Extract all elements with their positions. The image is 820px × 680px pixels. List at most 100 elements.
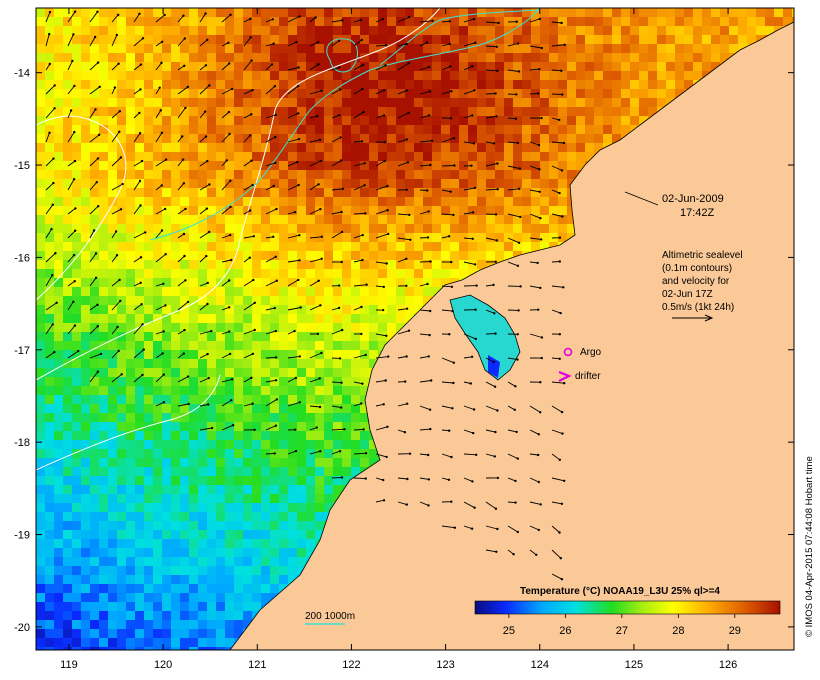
velocity-arrow-head (141, 373, 144, 377)
velocity-arrow-head (405, 257, 408, 260)
velocity-arrow-head (558, 357, 561, 360)
velocity-arrow-head (514, 479, 517, 483)
velocity-arrow-head (184, 279, 187, 282)
velocity-arrow-head (538, 168, 541, 171)
velocity-arrow (243, 135, 251, 143)
velocity-arrow (375, 64, 386, 71)
plot-frame (35, 7, 795, 651)
velocity-arrow-head (318, 138, 322, 141)
velocity-arrow-head (93, 35, 97, 39)
velocity-arrow (529, 285, 541, 289)
velocity-arrow-head (494, 430, 497, 434)
velocity-arrow-head (449, 190, 452, 193)
velocity-arrow-head (382, 499, 386, 502)
velocity-arrow (133, 13, 140, 23)
velocity-arrow-head (447, 478, 451, 481)
velocity-arrow (375, 499, 385, 503)
velocity-arrow (551, 141, 564, 144)
velocity-arrow (397, 429, 406, 433)
velocity-arrow-head (516, 358, 519, 361)
velocity-arrow (507, 141, 518, 144)
velocity-arrow (309, 304, 321, 311)
velocity-arrow (45, 228, 52, 239)
velocity-arrow-head (298, 401, 301, 404)
velocity-arrow-head (250, 113, 253, 116)
velocity-arrow (463, 237, 473, 240)
velocity-arrow (309, 160, 321, 167)
velocity-arrow (287, 234, 300, 239)
velocity-arrow (265, 356, 277, 359)
velocity-arrow-head (360, 140, 364, 143)
velocity-arrow-head (228, 132, 231, 136)
velocity-arrow-head (562, 141, 566, 145)
lon-tick-label: 121 (248, 659, 266, 671)
velocity-arrow-head (387, 355, 390, 358)
velocity-arrow-head (540, 238, 543, 241)
velocity-arrow-head (471, 480, 474, 483)
velocity-arrow (551, 117, 560, 121)
velocity-arrow-head (115, 33, 119, 37)
velocity-arrow-head (208, 84, 211, 87)
velocity-arrow (419, 164, 431, 167)
velocity-arrow (375, 426, 388, 431)
velocity-arrow (397, 43, 407, 47)
velocity-arrow (133, 349, 145, 359)
colorbar-ticks: 25 26 27 28 29 (503, 614, 741, 637)
velocity-arrow (199, 160, 208, 167)
velocity-arrow (529, 477, 539, 483)
velocity-arrow (155, 353, 163, 359)
velocity-arrow (397, 477, 408, 480)
lon-tick-label: 125 (625, 659, 643, 671)
velocity-arrow-head (48, 32, 51, 36)
velocity-arrow-head (48, 62, 51, 66)
velocity-arrow-head (514, 501, 517, 504)
velocity-arrow (155, 374, 165, 383)
velocity-arrow-head (52, 157, 55, 160)
velocity-arrow (331, 231, 343, 239)
velocity-arrow-head (560, 21, 563, 25)
velocity-arrow-head (558, 260, 561, 263)
velocity-arrow-head (340, 476, 344, 479)
velocity-arrow-head (274, 329, 277, 333)
velocity-arrow (243, 257, 251, 263)
velocity-arrow-head (229, 233, 232, 237)
velocity-arrow-head (184, 207, 187, 211)
velocity-arrow-head (74, 207, 77, 210)
velocity-arrow (375, 356, 389, 359)
velocity-arrow-head (539, 286, 542, 290)
velocity-arrow (397, 356, 407, 359)
velocity-arrow-head (249, 17, 252, 21)
credit-text: © IMOS 04-Apr-2015 07:44:08 Hobart time (804, 456, 815, 637)
info-line-3: and velocity for (662, 276, 730, 287)
velocity-arrow-head (319, 304, 322, 307)
velocity-arrow-head (384, 379, 387, 382)
velocity-arrow (45, 302, 57, 311)
velocity-arrow (551, 261, 560, 263)
velocity-arrow-head (97, 205, 100, 208)
velocity-arrow (331, 477, 343, 479)
velocity-arrow-head (72, 178, 76, 181)
velocity-arrow-head (495, 239, 498, 242)
velocity-arrow-head (228, 352, 232, 356)
velocity-arrow-head (183, 254, 186, 258)
velocity-arrow-head (426, 189, 429, 192)
velocity-arrow-head (562, 286, 565, 289)
velocity-arrow-head (141, 37, 145, 40)
velocity-arrow-head (427, 504, 430, 507)
velocity-arrow-head (250, 159, 253, 162)
velocity-arrow (375, 477, 384, 481)
velocity-arrow-head (407, 329, 411, 332)
velocity-arrow (111, 131, 120, 143)
velocity-arrow (243, 279, 254, 287)
velocity-arrow (551, 165, 563, 171)
velocity-arrow (331, 329, 343, 335)
velocity-arrow-head (474, 41, 477, 44)
velocity-arrow-head (316, 114, 319, 118)
velocity-arrow (419, 114, 430, 119)
velocity-arrow (485, 93, 496, 95)
velocity-arrow-head (558, 191, 561, 195)
velocity-arrow-head (447, 235, 451, 238)
velocity-arrow-head (315, 426, 318, 429)
velocity-arrow (243, 377, 252, 383)
velocity-arrow (529, 261, 538, 264)
